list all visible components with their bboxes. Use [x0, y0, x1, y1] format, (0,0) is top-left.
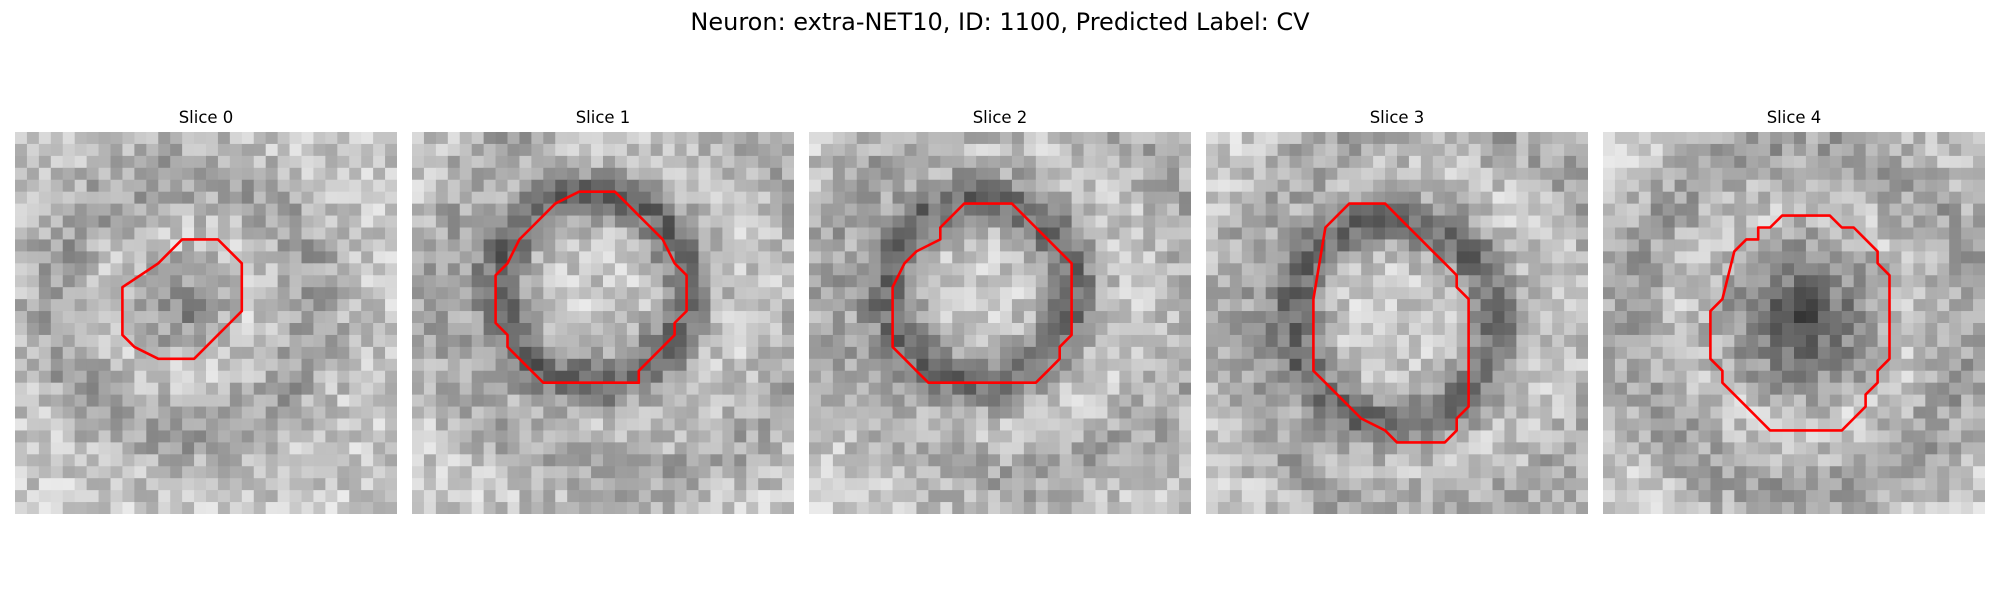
panel-slice-1: Slice 1 [412, 108, 794, 514]
slice-image [809, 132, 1191, 514]
pixel-grid [1206, 132, 1588, 514]
slice-image [1603, 132, 1985, 514]
slice-image [1206, 132, 1588, 514]
segmentation-contour [1709, 214, 1891, 432]
slice-image [15, 132, 397, 514]
panel-title: Slice 0 [178, 108, 234, 127]
slice-image [412, 132, 794, 514]
segmentation-contour [891, 202, 1073, 384]
pixel-grid [809, 132, 1191, 514]
pixel-grid [1603, 132, 1985, 514]
panel-slice-0: Slice 0 [15, 108, 397, 514]
panel-slice-4: Slice 4 [1603, 108, 1985, 514]
segmentation-contour [1312, 202, 1470, 444]
panel-slice-2: Slice 2 [809, 108, 1191, 514]
panel-title: Slice 2 [972, 108, 1028, 127]
pixel-grid [15, 132, 397, 514]
pixel-grid [412, 132, 794, 514]
segmentation-contour [121, 238, 244, 361]
panel-title: Slice 1 [575, 108, 631, 127]
figure-title: Neuron: extra-NET10, ID: 1100, Predicted… [690, 8, 1310, 36]
panel-title: Slice 3 [1369, 108, 1425, 127]
segmentation-contour [494, 190, 688, 384]
panel-title: Slice 4 [1766, 108, 1822, 127]
panel-slice-3: Slice 3 [1206, 108, 1588, 514]
